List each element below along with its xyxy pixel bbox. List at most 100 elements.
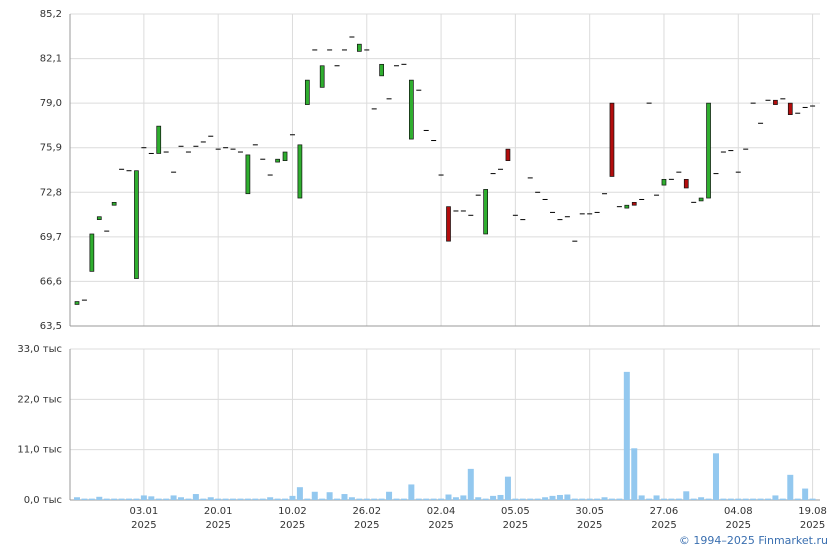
- candle-flat: [193, 145, 199, 147]
- volume-bar: [690, 498, 697, 500]
- candle-body: [698, 197, 704, 202]
- candle-flat: [676, 171, 682, 173]
- volume-bar: [200, 498, 207, 500]
- volume-bar: [564, 494, 571, 500]
- volume-bar: [274, 498, 281, 500]
- volume-bar: [215, 498, 222, 500]
- x-tick-label: 30.05 2025: [575, 506, 604, 531]
- candle-flat: [185, 151, 191, 153]
- candle-flat: [401, 63, 407, 65]
- candle-flat: [215, 148, 221, 150]
- candle-body: [134, 170, 139, 279]
- volume-bar: [556, 494, 563, 500]
- volume-bar: [237, 498, 244, 500]
- y-tick-label: 63,5: [40, 321, 62, 332]
- candle-flat: [163, 151, 169, 153]
- candle-body: [96, 216, 102, 220]
- volume-bar: [438, 498, 445, 500]
- volume-bar: [311, 491, 318, 500]
- candle-flat: [520, 219, 526, 221]
- candle-flat: [728, 150, 734, 152]
- x-tick-label: 19.08 2025: [798, 506, 827, 531]
- volume-bar: [482, 498, 489, 500]
- candle-flat: [572, 240, 578, 242]
- volume-bar: [712, 453, 719, 500]
- y2-tick-label: 11,0 тыс: [17, 445, 62, 456]
- x-tick-year: 2025: [428, 520, 453, 531]
- y-tick-label: 69,7: [40, 232, 62, 243]
- y-tick-label: 79,0: [40, 98, 62, 109]
- volume-bar: [638, 495, 645, 500]
- candle-flat: [579, 213, 585, 215]
- volume-bar: [802, 488, 809, 500]
- candle-flat: [468, 214, 474, 216]
- x-tick-label: 10.02 2025: [278, 506, 307, 531]
- candle-body: [483, 189, 488, 235]
- candle-flat: [750, 102, 756, 104]
- volume-bar: [118, 498, 125, 500]
- y2-tick-label: 33,0 тыс: [17, 344, 62, 355]
- candle-flat: [334, 65, 340, 67]
- candle-flat: [639, 198, 645, 200]
- candle-flat: [542, 198, 548, 200]
- candle-flat: [527, 177, 533, 179]
- volume-bar: [594, 498, 601, 500]
- candle-body: [319, 65, 325, 88]
- candle-body: [505, 148, 511, 162]
- y-tick-label: 82,1: [40, 54, 62, 65]
- candle-flat: [735, 171, 741, 173]
- candle-flat: [119, 168, 125, 170]
- candle-body: [661, 178, 667, 186]
- x-tick-year: 2025: [131, 520, 156, 531]
- candle-flat: [364, 49, 370, 51]
- y2-tick-label: 22,0 тыс: [17, 394, 62, 405]
- volume-bar: [185, 498, 192, 500]
- candle-flat: [460, 210, 466, 212]
- volume-bar: [155, 498, 162, 500]
- candle-body: [706, 102, 711, 199]
- candle-flat: [289, 134, 295, 136]
- candle-body: [631, 202, 637, 206]
- candle-flat: [512, 214, 518, 216]
- candle-body: [156, 125, 162, 154]
- volume-bar: [230, 498, 237, 500]
- volume-bar: [244, 498, 251, 500]
- candle-body: [356, 43, 362, 52]
- volume-bar: [140, 495, 147, 500]
- volume-bar: [504, 476, 511, 500]
- volume-bar: [163, 498, 170, 500]
- x-tick-year: 2025: [205, 520, 230, 531]
- volume-bar: [534, 498, 541, 500]
- x-tick-label: 02.04 2025: [427, 506, 456, 531]
- candle-body: [683, 178, 689, 189]
- volume-bar: [296, 487, 303, 500]
- volume-bar: [319, 498, 326, 500]
- candle-flat: [423, 129, 429, 131]
- volume-bar: [148, 496, 155, 500]
- volume-bar: [764, 498, 771, 500]
- volume-bar: [408, 484, 415, 500]
- candle-flat: [208, 135, 214, 137]
- candle-flat: [81, 299, 87, 301]
- volume-bar: [512, 498, 519, 500]
- candle-flat: [720, 151, 726, 153]
- x-tick-label: 03.01 2025: [130, 506, 159, 531]
- volume-bar: [88, 498, 95, 500]
- x-tick-label: 05.05 2025: [501, 506, 530, 531]
- candle-flat: [230, 148, 236, 150]
- candle-flat: [386, 98, 392, 100]
- candle-flat: [371, 108, 377, 110]
- volume-bar: [623, 371, 630, 500]
- volume-bar: [415, 498, 422, 500]
- volume-bar: [794, 498, 801, 500]
- candle-flat: [810, 105, 816, 107]
- volume-bar: [74, 497, 80, 500]
- x-tick-year: 2025: [354, 520, 379, 531]
- volume-bar: [334, 498, 341, 500]
- volume-bar: [519, 498, 526, 500]
- x-tick-year: 2025: [577, 520, 602, 531]
- volume-bar: [259, 498, 266, 500]
- candle-body: [282, 151, 288, 162]
- candle-flat: [431, 140, 437, 142]
- candle-body: [609, 102, 615, 177]
